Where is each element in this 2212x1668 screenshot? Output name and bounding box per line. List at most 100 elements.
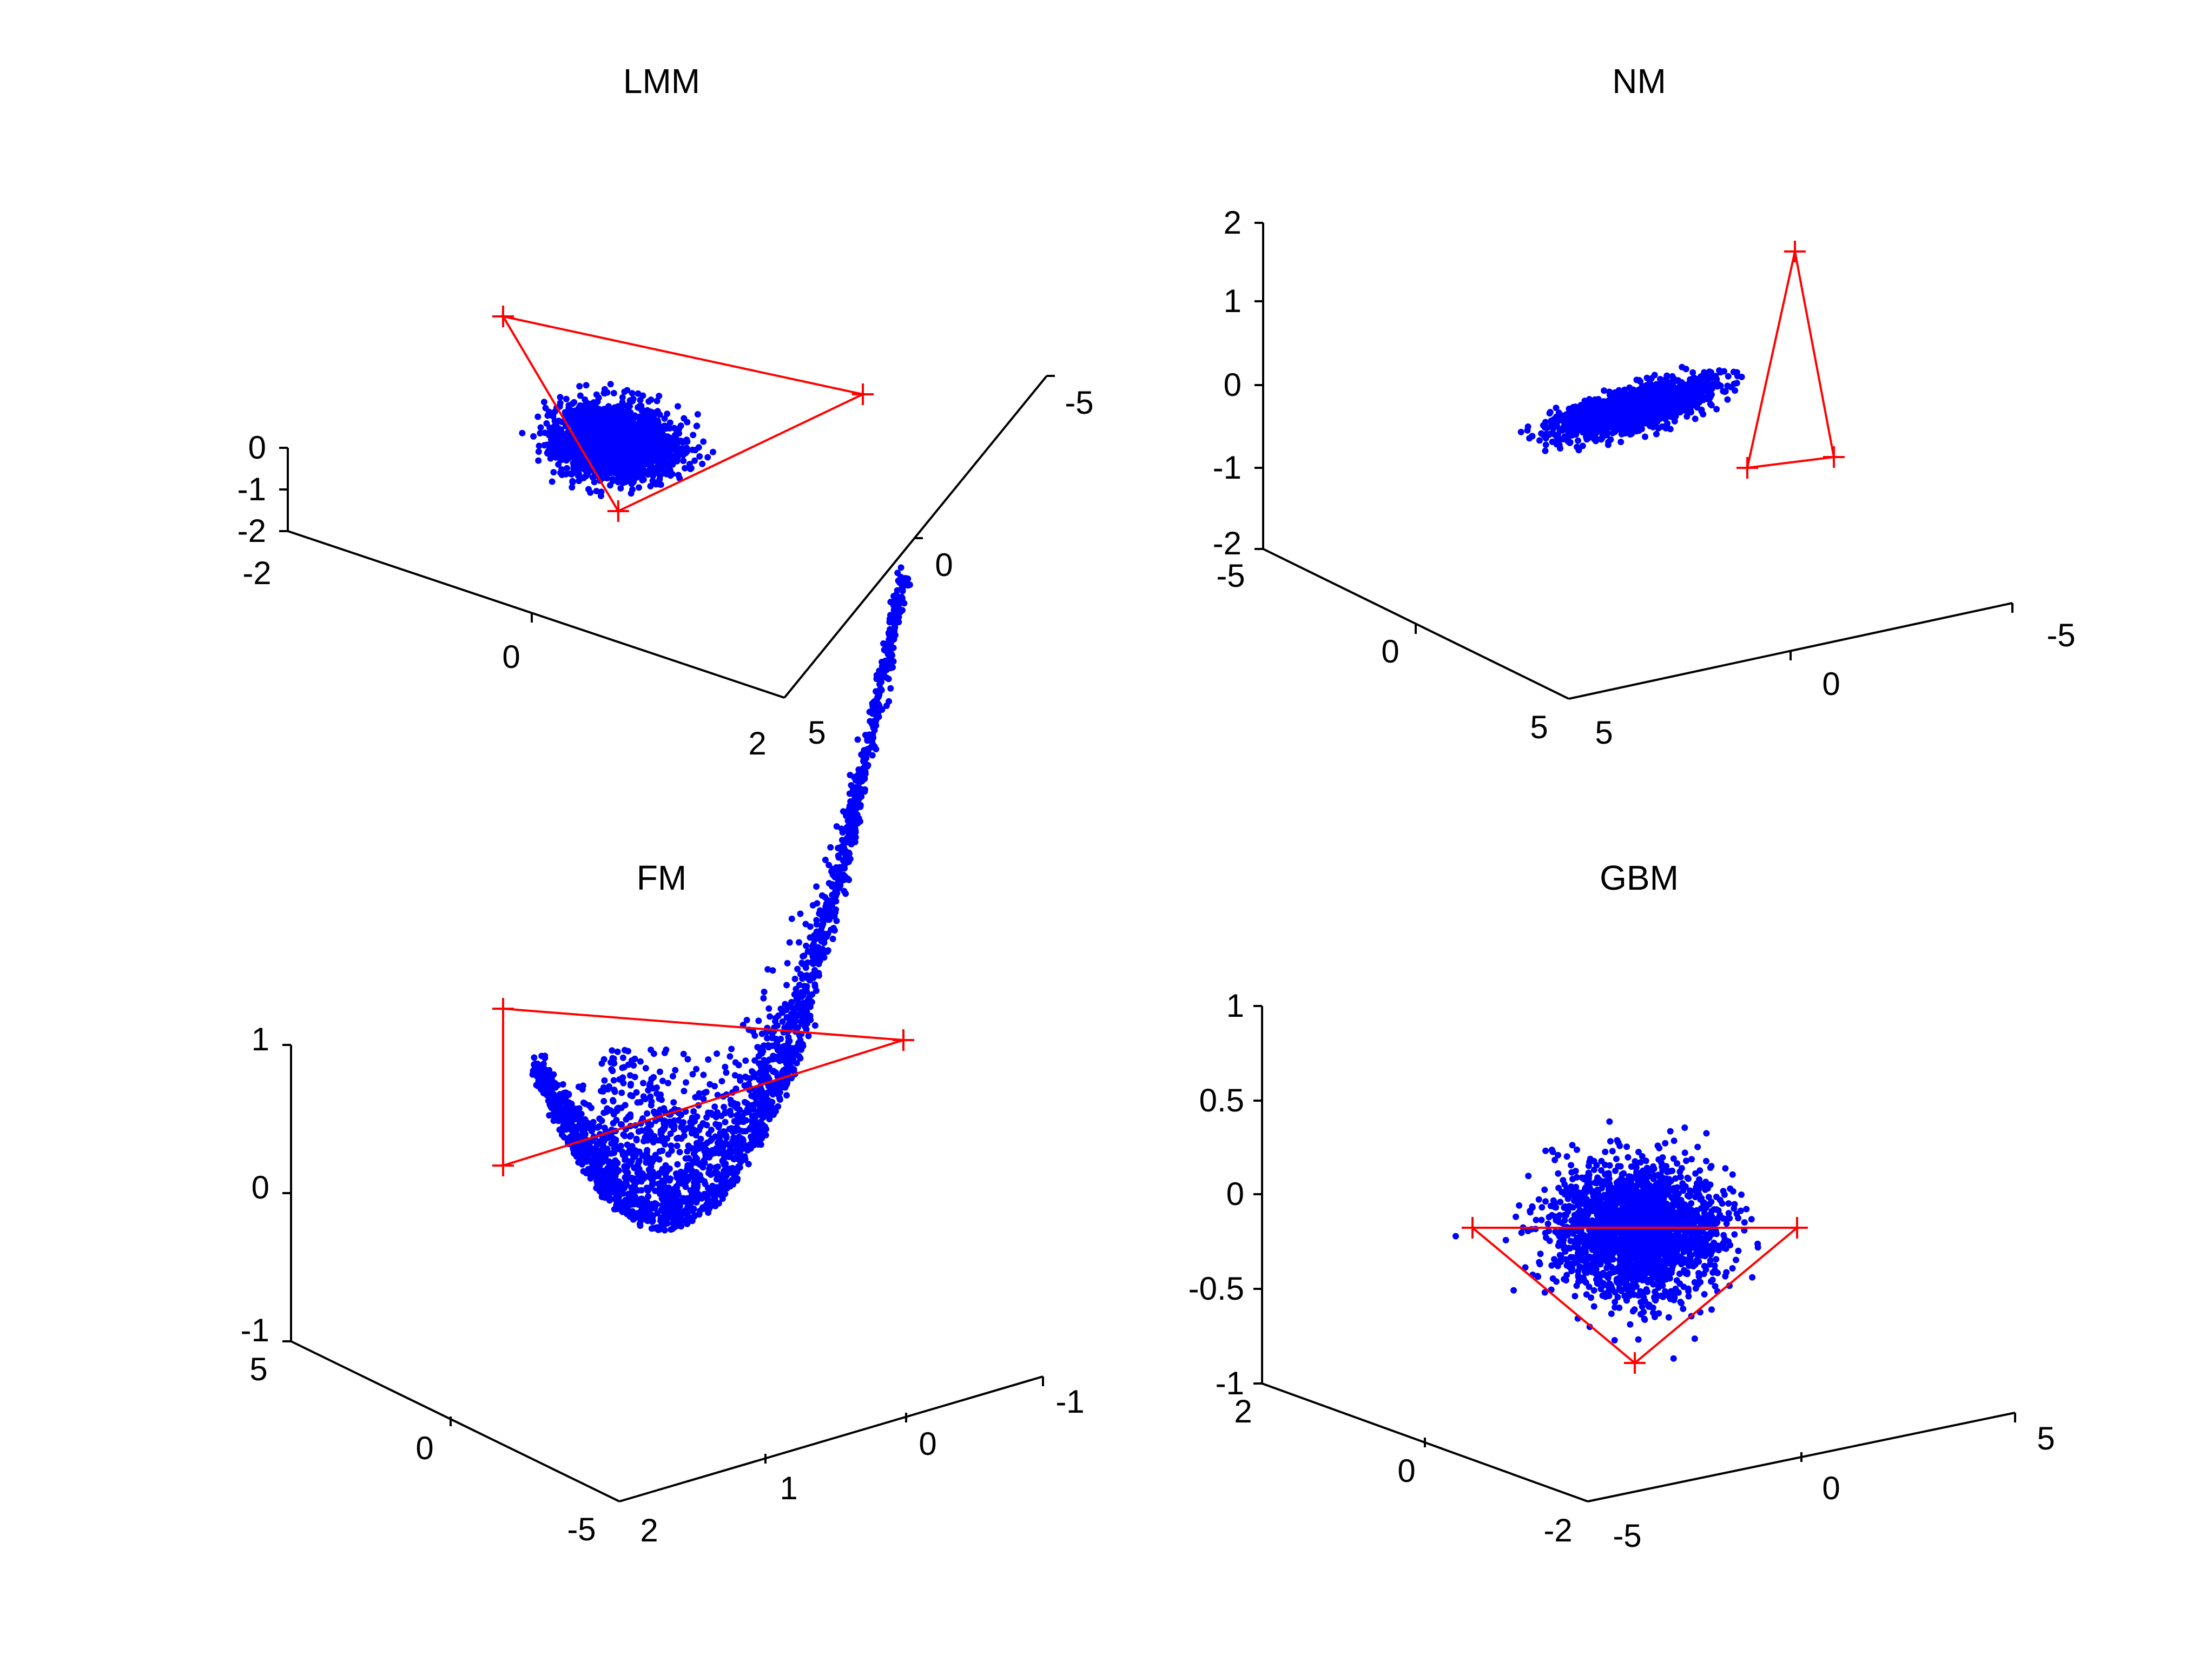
- data-point: [613, 411, 620, 418]
- data-point: [1708, 402, 1715, 409]
- data-point: [1517, 428, 1524, 435]
- data-point: [1575, 437, 1581, 444]
- data-point: [551, 418, 558, 425]
- data-point: [569, 478, 576, 485]
- data-point: [1550, 425, 1557, 432]
- data-point: [632, 451, 639, 458]
- data-point: [589, 442, 596, 449]
- data-point: [549, 478, 556, 485]
- data-point: [617, 474, 624, 481]
- data-point: [1696, 389, 1703, 396]
- z-tick-label: -2: [1213, 525, 1242, 561]
- data-point: [1592, 411, 1599, 418]
- data-point: [624, 457, 631, 464]
- data-point: [1654, 403, 1661, 411]
- panel-title-nm: NM: [1612, 62, 1666, 101]
- data-point: [575, 454, 582, 461]
- data-point: [1648, 390, 1655, 398]
- data-point: [622, 474, 629, 481]
- data-point: [1733, 380, 1740, 387]
- data-point: [636, 484, 642, 491]
- a-tick-label: 0: [415, 1430, 433, 1466]
- b-tick-label: 1: [780, 1470, 797, 1506]
- data-point: [664, 411, 671, 418]
- a-tick-label: -5: [567, 1511, 596, 1547]
- data-point: [694, 422, 701, 429]
- data-point: [531, 1054, 538, 1061]
- data-point: [558, 433, 565, 440]
- data-point: [636, 403, 643, 410]
- data-point: [1636, 377, 1643, 383]
- data-point: [683, 445, 690, 452]
- data-point: [600, 1098, 608, 1104]
- z-tick-label: 0: [252, 1169, 269, 1206]
- data-point: [641, 436, 648, 444]
- data-point: [1558, 436, 1565, 443]
- b-tick-label: 0: [1822, 666, 1840, 702]
- data-point: [576, 478, 582, 485]
- data-point: [582, 396, 589, 403]
- data-point: [794, 965, 801, 972]
- data-point: [598, 447, 605, 454]
- data-point: [1546, 410, 1553, 417]
- data-point: [655, 434, 662, 441]
- data-point: [558, 472, 565, 478]
- data-point: [642, 443, 649, 450]
- data-point: [1664, 420, 1670, 427]
- data-point: [639, 416, 645, 422]
- data-point: [602, 406, 609, 413]
- data-point: [683, 436, 690, 444]
- data-point: [696, 453, 703, 460]
- data-point: [573, 418, 580, 425]
- data-point: [535, 448, 542, 455]
- data-point: [680, 458, 687, 465]
- z-tick-label: -1: [237, 471, 266, 507]
- data-point: [600, 422, 607, 429]
- data-point: [537, 424, 544, 431]
- b-tick-label: -5: [1065, 385, 1093, 421]
- data-point: [637, 1058, 644, 1065]
- data-point: [617, 485, 624, 492]
- data-point: [1624, 429, 1631, 436]
- data-point: [1738, 373, 1745, 380]
- data-point: [569, 400, 576, 407]
- panel-lmm: LMM 0 -1 -2 -2 0 2 5 0 -5: [237, 62, 1094, 762]
- data-point: [655, 455, 662, 462]
- data-point: [624, 387, 631, 394]
- a-tick-label: 2: [748, 725, 766, 762]
- b-tick-label: 0: [935, 547, 953, 583]
- data-point: [618, 454, 625, 461]
- data-point: [1542, 447, 1549, 454]
- data-point: [1536, 437, 1543, 444]
- data-point: [576, 409, 583, 416]
- data-point: [1617, 402, 1625, 409]
- data-point: [1601, 387, 1608, 394]
- data-point: [1699, 396, 1706, 403]
- data-point: [714, 1050, 721, 1057]
- data-point: [653, 479, 661, 486]
- data-point: [676, 475, 683, 482]
- z-tick-label: -1: [1213, 449, 1242, 486]
- data-point: [540, 399, 547, 406]
- data-point: [1553, 405, 1560, 412]
- data-point: [1690, 377, 1697, 384]
- data-point: [608, 454, 615, 461]
- data-point: [1642, 433, 1648, 440]
- data-point: [1610, 410, 1616, 417]
- data-point: [635, 390, 642, 397]
- data-point: [535, 457, 542, 464]
- panel-title-lmm: LMM: [623, 62, 700, 101]
- data-point: [629, 462, 636, 469]
- data-point: [684, 1056, 691, 1063]
- data-point: [1656, 415, 1663, 422]
- data-point: [563, 395, 570, 402]
- data-point: [1630, 402, 1637, 409]
- a-tick-label: 0: [1381, 633, 1399, 670]
- data-point: [551, 408, 558, 415]
- data-point: [1689, 369, 1696, 376]
- data-point: [1641, 407, 1648, 413]
- data-point: [606, 445, 613, 452]
- data-point: [631, 429, 638, 436]
- data-point: [606, 482, 613, 489]
